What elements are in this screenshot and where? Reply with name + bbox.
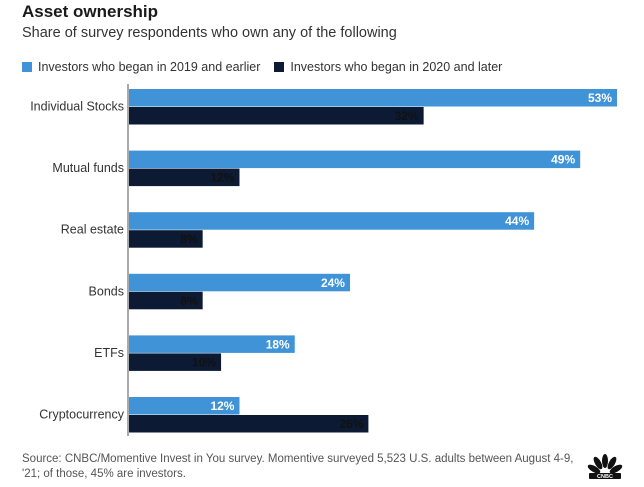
data-label-series-1: 49% xyxy=(551,153,575,167)
bar-series-2 xyxy=(129,291,203,310)
category-label: Individual Stocks xyxy=(30,100,124,114)
bar-series-2 xyxy=(129,353,222,371)
category-label: Mutual funds xyxy=(52,161,124,175)
data-label-series-1: 53% xyxy=(588,91,612,105)
bar-series-1 xyxy=(129,212,535,230)
nbc-peacock-icon: CNBC xyxy=(587,454,623,480)
bar-series-2 xyxy=(129,107,424,125)
legend-swatch-series-1 xyxy=(22,62,32,72)
data-label-series-1: 44% xyxy=(505,214,529,228)
svg-text:CNBC: CNBC xyxy=(597,474,613,480)
data-label-series-1: 18% xyxy=(266,337,290,351)
chart-subtitle: Share of survey respondents who own any … xyxy=(22,25,397,41)
bar-series-1 xyxy=(129,335,295,353)
bar-series-1 xyxy=(129,273,350,292)
bar-series-2 xyxy=(129,168,240,187)
legend-label-series-2: Investors who began in 2020 and later xyxy=(290,60,503,74)
category-label: Bonds xyxy=(89,284,124,298)
legend-label-series-1: Investors who began in 2019 and earlier xyxy=(38,60,261,74)
legend: Investors who began in 2019 and earlier … xyxy=(22,60,516,74)
category-label: Cryptocurrency xyxy=(39,408,124,422)
category-label: ETFs xyxy=(94,346,124,360)
bar-series-1 xyxy=(129,89,617,107)
data-label-series-1: 24% xyxy=(321,276,345,290)
data-label-series-2: 12% xyxy=(210,171,234,185)
legend-item-series-1: Investors who began in 2019 and earlier xyxy=(22,60,260,74)
data-label-series-2: 8% xyxy=(180,294,198,308)
chart-title: Asset ownership xyxy=(22,2,159,21)
legend-swatch-series-2 xyxy=(274,62,285,72)
data-label-series-1: 12% xyxy=(210,399,234,413)
bar-series-2 xyxy=(129,230,203,248)
data-label-series-2: 10% xyxy=(192,355,216,369)
bar-series-1 xyxy=(129,397,240,415)
data-label-series-2: 26% xyxy=(339,417,363,431)
bar-chart: Individual Stocks 53% 32% Mutual funds 49% 12… xyxy=(30,84,617,436)
data-label-series-2: 8% xyxy=(180,232,198,246)
bar-series-1 xyxy=(129,150,581,169)
category-label: Real estate xyxy=(61,223,124,237)
legend-item-series-2: Investors who began in 2020 and later xyxy=(274,60,502,74)
data-label-series-2: 32% xyxy=(395,109,419,123)
bar-series-2 xyxy=(129,415,369,433)
source-note: Source: CNBC/Momentive Invest in You sur… xyxy=(22,453,574,480)
